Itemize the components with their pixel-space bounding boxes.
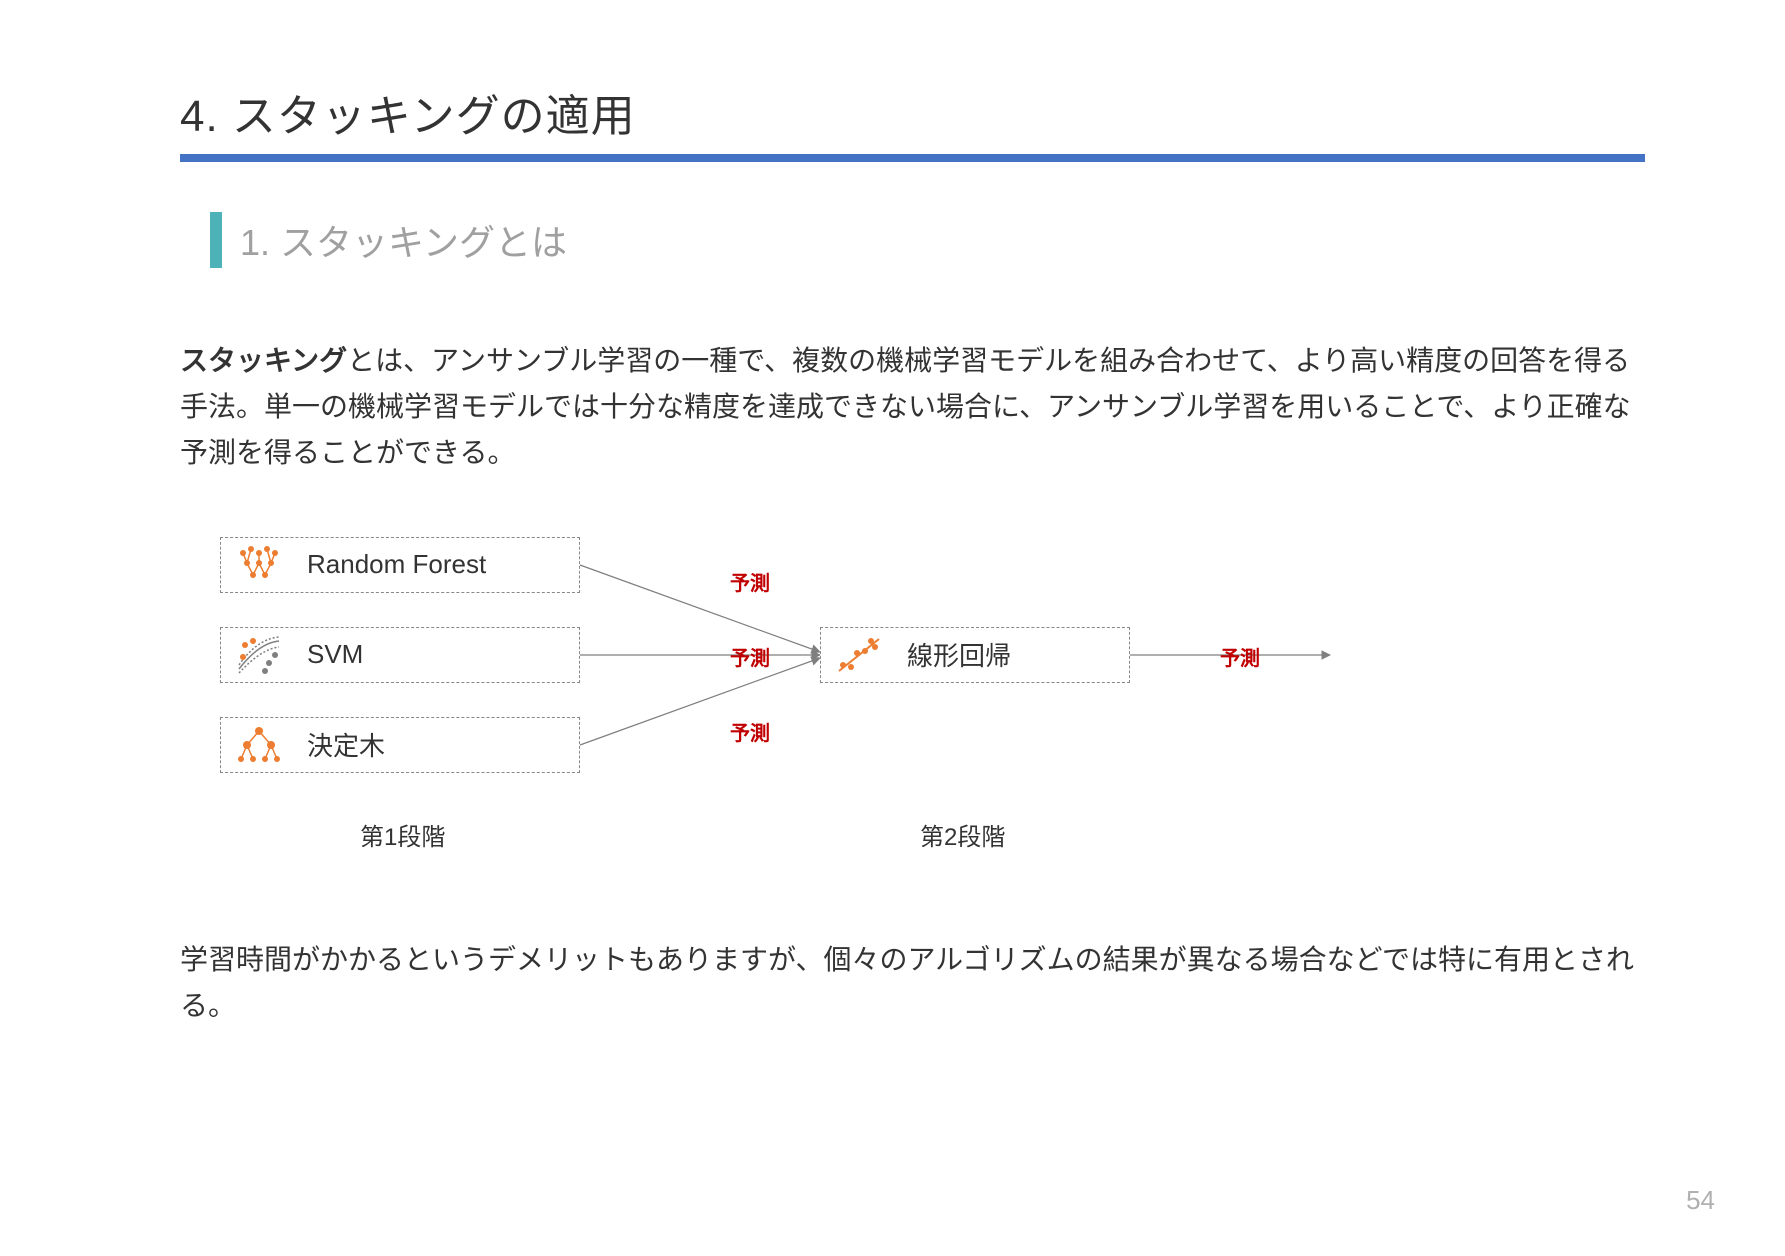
model-label: SVM xyxy=(307,639,363,670)
title-block: 4. スタッキングの適用 xyxy=(180,80,1645,162)
body-bold: スタッキング xyxy=(180,345,347,376)
stage1-label: 第1段階 xyxy=(360,817,445,852)
page-number: 54 xyxy=(1686,1185,1715,1216)
random-forest-icon xyxy=(235,545,283,585)
subtitle-block: 1. スタッキングとは xyxy=(210,212,1645,268)
subtitle-text: 1. スタッキングとは xyxy=(240,214,567,266)
model-box-random-forest: Random Forest xyxy=(220,537,580,593)
stage2-label: 第2段階 xyxy=(920,817,1005,852)
bottom-text: 学習時間がかかるというデメリットもありますが、個々のアルゴリズムの結果が異なる場… xyxy=(180,937,1645,1029)
model-label: 決定木 xyxy=(307,726,385,763)
model-box-svm: SVM xyxy=(220,627,580,683)
subtitle-bar xyxy=(210,212,222,268)
pred-label-4: 予測 xyxy=(1220,642,1260,671)
pred-label-3: 予測 xyxy=(730,717,770,746)
body-rest: とは、アンサンブル学習の一種で、複数の機械学習モデルを組み合わせて、より高い精度… xyxy=(180,345,1631,468)
title-underline xyxy=(180,154,1645,162)
model-label: 線形回帰 xyxy=(907,636,1011,673)
model-box-linear-regression: 線形回帰 xyxy=(820,627,1130,683)
stacking-diagram: Random Forest SVM xyxy=(220,537,1420,877)
svm-icon xyxy=(235,635,283,675)
body-text: スタッキングとは、アンサンブル学習の一種で、複数の機械学習モデルを組み合わせて、… xyxy=(180,338,1645,477)
slide-title: 4. スタッキングの適用 xyxy=(180,80,1645,154)
decision-tree-icon xyxy=(235,725,283,765)
model-box-decision-tree: 決定木 xyxy=(220,717,580,773)
pred-label-2: 予測 xyxy=(730,642,770,671)
pred-label-1: 予測 xyxy=(730,567,770,596)
model-label: Random Forest xyxy=(307,549,486,580)
linear-regression-icon xyxy=(835,635,883,675)
